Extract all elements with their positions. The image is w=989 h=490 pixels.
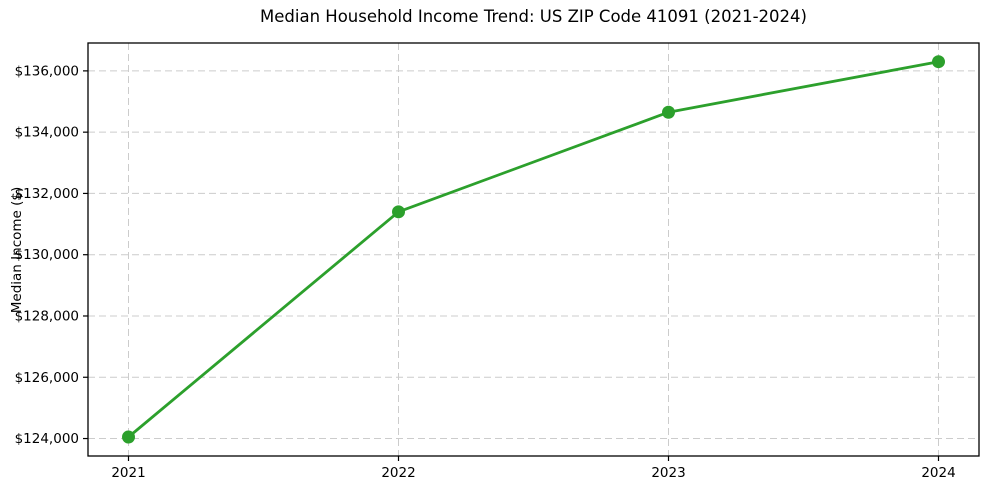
y-tick-label: $128,000 xyxy=(15,308,79,324)
y-tick-label: $126,000 xyxy=(15,370,79,386)
x-tick-label: 2022 xyxy=(381,465,415,481)
data-point xyxy=(392,205,405,219)
y-tick-label: $130,000 xyxy=(15,247,79,263)
y-tick-label: $136,000 xyxy=(15,63,79,79)
y-tick-label: $124,000 xyxy=(15,431,79,447)
chart-title: Median Household Income Trend: US ZIP Co… xyxy=(260,7,807,26)
plot-background xyxy=(88,43,979,456)
plot-border xyxy=(87,42,980,457)
x-tick-label: 2021 xyxy=(111,465,145,481)
data-point xyxy=(932,55,945,69)
y-tick-label: $132,000 xyxy=(15,186,79,202)
trend-line xyxy=(127,60,940,439)
data-point xyxy=(122,430,135,444)
data-point xyxy=(662,105,675,119)
y-tick-label: $134,000 xyxy=(15,125,79,141)
x-tick-label: 2023 xyxy=(651,465,685,481)
x-tick-label: 2024 xyxy=(921,465,955,481)
